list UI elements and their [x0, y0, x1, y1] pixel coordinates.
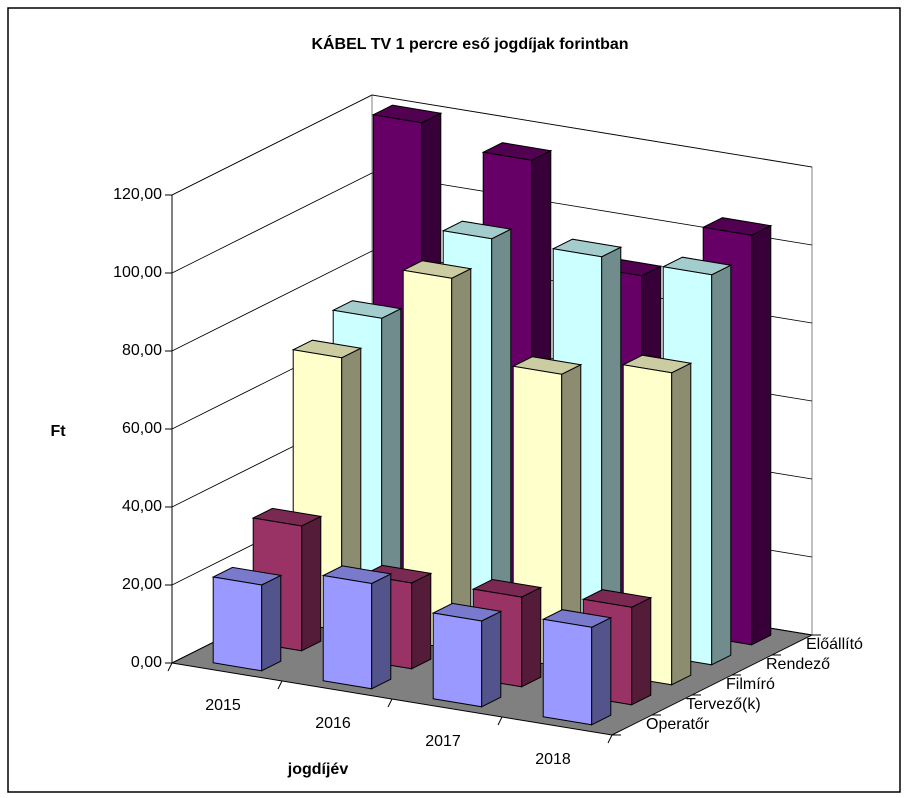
legend-label: Filmíró — [726, 676, 775, 693]
bar-side — [491, 228, 512, 630]
bar-side — [261, 574, 282, 672]
y-tick-label: 100,00 — [113, 264, 162, 281]
bar-side — [521, 586, 542, 688]
y-tick-label: 60,00 — [122, 420, 162, 437]
x-tick-label: 2015 — [205, 697, 241, 714]
y-axis-title: Ft — [50, 423, 66, 440]
grid-line — [171, 94, 373, 196]
bar-side — [671, 362, 692, 686]
bar-side — [451, 267, 472, 650]
bar — [432, 612, 483, 708]
bar — [212, 576, 263, 672]
y-tick-label: 120,00 — [113, 186, 162, 203]
legend-label: Operatőr — [646, 716, 710, 733]
chart-title: KÁBEL TV 1 percre eső jogdíjak forintban — [311, 34, 628, 53]
bar-side — [751, 224, 772, 646]
x-tick — [497, 716, 503, 726]
legend-label: Tervező(k) — [686, 696, 761, 713]
x-tick — [167, 662, 173, 672]
x-tick-label: 2017 — [425, 733, 461, 750]
bar-side — [591, 616, 612, 726]
legend-label: Rendező — [766, 656, 830, 673]
bar-side — [411, 572, 432, 670]
bar-side — [631, 596, 652, 706]
bar — [322, 574, 373, 690]
y-tick-label: 20,00 — [122, 576, 162, 593]
bar-side — [711, 264, 732, 666]
x-tick-label: 2016 — [315, 715, 351, 732]
bar — [542, 618, 593, 726]
bar-side — [601, 246, 622, 648]
x-tick — [607, 734, 613, 744]
legend-label: Előállító — [806, 636, 863, 653]
y-tick-label: 80,00 — [122, 342, 162, 359]
x-axis-title: jogdíjév — [287, 761, 349, 778]
bar-side — [371, 573, 392, 690]
bar-side — [481, 610, 502, 708]
y-tick-label: 0,00 — [131, 654, 162, 671]
x-tick — [387, 698, 393, 708]
grid-line — [171, 250, 373, 352]
grid-line — [371, 94, 813, 168]
grid-line — [171, 172, 373, 274]
bar-side — [301, 515, 322, 652]
y-tick-label: 40,00 — [122, 498, 162, 515]
x-tick — [277, 680, 283, 690]
x-tick-label: 2018 — [535, 751, 571, 768]
